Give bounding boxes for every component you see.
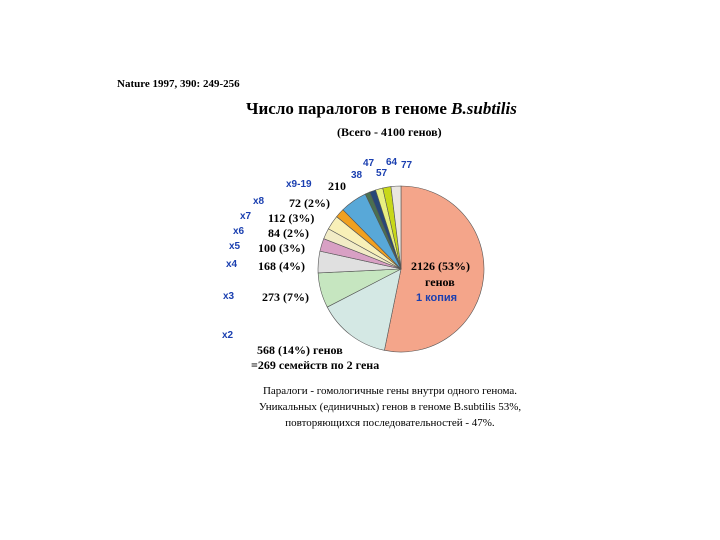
title-main: Число паралогов в геноме [246,99,452,118]
count-label-47: 47 [363,158,375,169]
caption-line-3: повторяющихся последовательностей - 47%. [285,417,495,429]
count-label-77: 77 [401,160,413,171]
families-label: =269 семейств по 2 гена [251,358,380,372]
mult-label-x5: x5 [229,241,241,252]
count-label-100: 100 (3%) [258,241,305,255]
mult-label-x4: x4 [226,259,238,270]
caption: Паралоги - гомологичные гены внутри одно… [200,383,580,431]
mult-label-x3: x3 [223,291,235,302]
count-label-38: 38 [351,170,363,181]
mult-label-x8: x8 [253,196,265,207]
main-genes-label: генов [425,275,455,289]
caption-line-1: Паралоги - гомологичные гены внутри одно… [262,385,518,397]
caption-line-2: Уникальных (единичных) генов в геноме B.… [258,401,522,413]
count-label-112: 112 (3%) [268,211,315,225]
mult-label-x6: x6 [233,226,245,237]
citation: Nature 1997, 390: 249-256 [117,78,240,90]
mult-label-x7: x7 [240,211,252,222]
count-label-84: 84 (2%) [268,226,309,240]
chart-subtitle: (Всего - 4100 генов) [337,125,442,139]
title-species: B.subtilis [451,99,517,118]
count-label-210: 210 [328,179,346,193]
count-label-2126: 2126 (53%) [411,259,470,273]
count-label-57: 57 [376,168,388,179]
count-label-568: 568 (14%) генов [257,343,343,357]
count-label-64: 64 [386,157,398,168]
pie-slice-1 [326,268,402,351]
count-label-72: 72 (2%) [289,196,330,210]
mult-label-x9-19: x9-19 [286,179,312,190]
mult-label-x2: x2 [222,330,234,341]
count-label-273: 273 (7%) [262,290,309,304]
pie-slice-0 [384,185,485,353]
one-copy-label: 1 копия [416,292,458,304]
chart-title: Число паралогов в геноме B.subtilis [246,99,517,119]
pie-slice-13 [390,185,402,270]
count-label-168: 168 (4%) [258,259,305,273]
